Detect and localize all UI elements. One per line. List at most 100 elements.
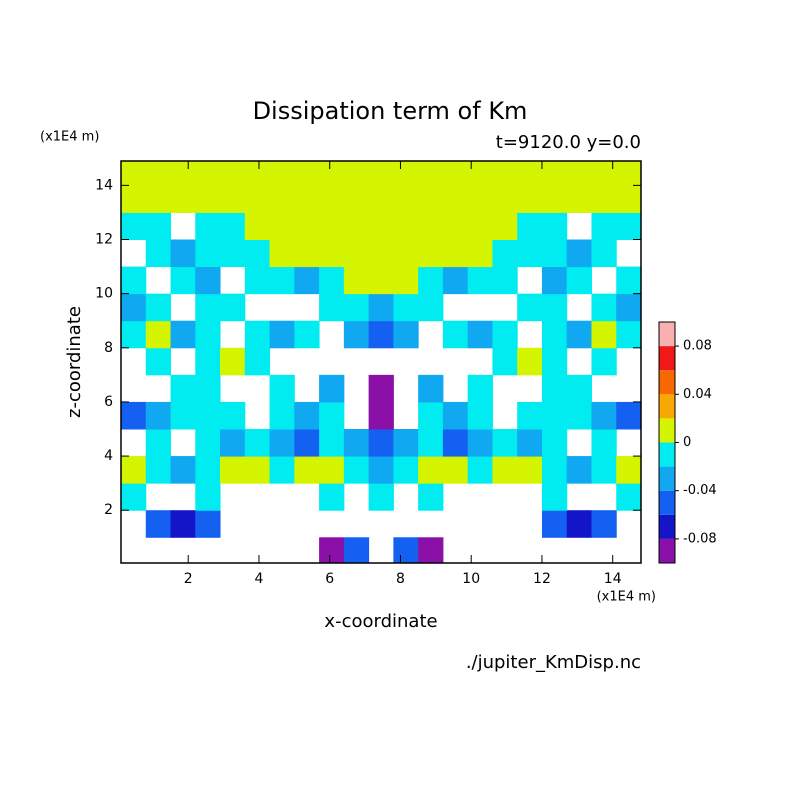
contour-cell (294, 429, 320, 457)
contour-cell (393, 266, 419, 295)
subtitle: t=9120.0 y=0.0 (496, 132, 641, 153)
contour-cell (319, 429, 345, 457)
y-unit: (x1E4 m) (40, 130, 99, 145)
contour-cell (121, 266, 147, 295)
contour-cell (492, 161, 518, 186)
contour-cell (541, 374, 568, 403)
contour-cell (170, 185, 196, 213)
contour-cell (170, 161, 196, 186)
contour-cell (170, 456, 196, 484)
contour-cell (220, 185, 246, 213)
contour-cell (616, 293, 642, 322)
contour-cell (145, 429, 172, 457)
contour-cell (393, 456, 419, 484)
contour-cell (195, 347, 221, 376)
contour-cell (418, 537, 444, 564)
contour-cell (145, 161, 172, 186)
contour-cell (319, 161, 345, 186)
contour-cell (442, 429, 469, 457)
contour-cell (418, 429, 444, 457)
contour-cell (541, 185, 568, 213)
contour-cell (343, 185, 370, 213)
contour-cell (368, 320, 394, 349)
contour-cell (244, 266, 271, 295)
contour-cell (269, 161, 295, 186)
contour-cell (244, 212, 271, 241)
colorbar-swatch (659, 394, 675, 419)
contour-cell (492, 239, 518, 268)
contour-cell (566, 266, 592, 295)
contour-cell (368, 239, 394, 268)
contour-cell (541, 293, 568, 322)
chart-title: Dissipation term of Km (253, 97, 528, 125)
contour-cell (294, 212, 320, 241)
y-tick-label: 6 (104, 394, 113, 410)
contour-cell (368, 293, 394, 322)
contour-cell (195, 185, 221, 213)
contour-cell (591, 429, 617, 457)
contour-cell (269, 456, 295, 484)
contour-cell (541, 483, 568, 511)
colorbar-swatch (659, 490, 675, 515)
contour-cell (368, 374, 394, 403)
contour-cell (467, 374, 493, 403)
x-tick-label: 6 (325, 571, 334, 587)
contour-cell (393, 239, 419, 268)
contour-cell (616, 456, 642, 484)
contour-cell (517, 456, 543, 484)
contour-cell (343, 429, 370, 457)
contour-cell (319, 483, 345, 511)
contour-cell (566, 510, 592, 538)
contour-cell (145, 212, 172, 241)
contour-cell (418, 266, 444, 295)
contour-cell (517, 293, 543, 322)
contour-cell (368, 429, 394, 457)
contour-cell (591, 239, 617, 268)
x-tick-label: 14 (604, 571, 622, 587)
contour-cell (591, 293, 617, 322)
contour-cell (269, 401, 295, 430)
contour-cell (616, 266, 642, 295)
contour-cell (517, 212, 543, 241)
contour-cell (195, 161, 221, 186)
contour-cell (393, 161, 419, 186)
contour-cell (517, 347, 543, 376)
contour-cell (220, 212, 246, 241)
contour-cell (541, 212, 568, 241)
contour-cell (616, 161, 642, 186)
contour-cell (343, 320, 370, 349)
colorbar-tick-label: -0.04 (683, 483, 717, 498)
contour-cell (269, 239, 295, 268)
contour-cell (145, 456, 172, 484)
contour-cell (195, 483, 221, 511)
contour-cell (442, 239, 469, 268)
contour-cell (319, 401, 345, 430)
colorbar-swatch (659, 346, 675, 371)
contour-cell (418, 456, 444, 484)
contour-cell (393, 429, 419, 457)
contour-cell (195, 293, 221, 322)
contour-cell (393, 320, 419, 349)
contour-cell (418, 161, 444, 186)
contour-cell (393, 293, 419, 322)
contour-cell (145, 239, 172, 268)
contour-cell (368, 212, 394, 241)
contour-cell (145, 347, 172, 376)
contour-cell (442, 266, 469, 295)
contour-cell (541, 266, 568, 295)
contour-cell (393, 185, 419, 213)
contour-cell (195, 320, 221, 349)
contour-cell (343, 293, 370, 322)
colorbar-swatch (659, 322, 675, 347)
contour-cell (195, 374, 221, 403)
contour-cell (319, 266, 345, 295)
y-tick-label: 2 (104, 502, 113, 518)
contour-cell (121, 401, 147, 430)
contour-cell (368, 456, 394, 484)
contour-cell (566, 456, 592, 484)
contour-cell (492, 212, 518, 241)
contour-cell (418, 212, 444, 241)
y-axis-label: z-coordinate (64, 306, 85, 418)
contour-cell (467, 212, 493, 241)
source-label: ./jupiter_KmDisp.nc (466, 652, 641, 673)
